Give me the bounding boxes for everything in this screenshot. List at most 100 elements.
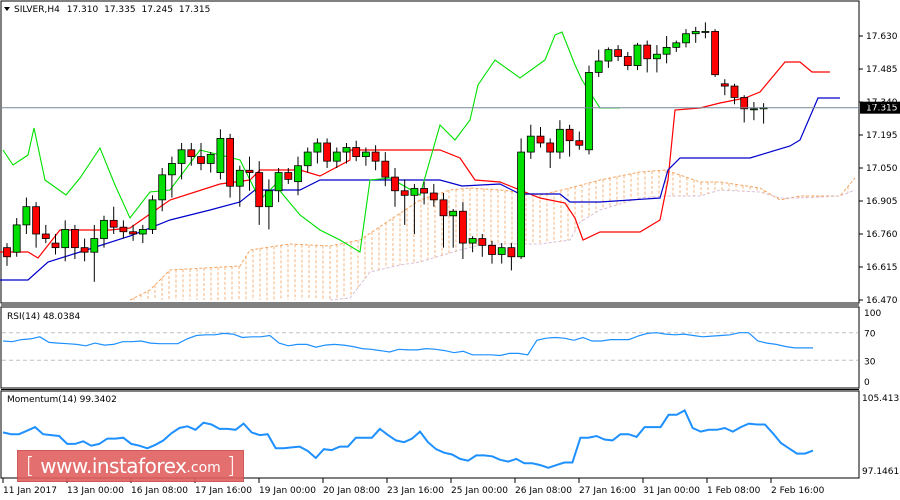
candle: [332, 151, 341, 162]
candle: [274, 172, 283, 192]
candle: [22, 206, 31, 226]
candle: [264, 190, 273, 208]
watermark-bracket-left: [: [25, 453, 35, 479]
candle: [284, 172, 293, 180]
candle: [177, 149, 186, 164]
candle: [633, 44, 642, 66]
candle: [468, 238, 477, 244]
chart-title: SILVER,H4 17.310 17.335 17.245 17.315: [14, 5, 210, 15]
candle: [682, 33, 690, 44]
candle: [643, 44, 652, 60]
time-tick-label: 31 Jan 00:00: [643, 486, 700, 496]
candle: [51, 242, 60, 249]
candle: [740, 97, 749, 110]
candle: [458, 210, 467, 244]
rsi-tick-label: 0: [864, 378, 870, 388]
candle: [536, 135, 545, 144]
candle: [90, 238, 99, 253]
price-tick-label: 17.340: [866, 98, 898, 108]
time-tick-label: 26 Jan 08:00: [515, 486, 572, 496]
candle: [711, 31, 719, 76]
time-tick-label: 11 Jan 2017: [3, 486, 57, 496]
candle: [585, 72, 593, 151]
watermark-bracket-right: ]: [226, 453, 236, 479]
candle: [158, 174, 167, 201]
candle: [323, 142, 332, 162]
candle: [429, 192, 438, 201]
current-price-label: 17.315: [866, 104, 898, 114]
time-tick-label: 1 Feb 08:00: [707, 486, 761, 496]
time-tick-label: 19 Jan 00:00: [259, 486, 316, 496]
candle: [439, 199, 448, 217]
candle: [662, 46, 671, 55]
momentum-title: Momentum(14) 99.3402: [7, 395, 117, 405]
rsi-tick-label: 100: [864, 309, 881, 319]
price-tick-label: 17.485: [866, 65, 898, 75]
candle: [546, 142, 555, 153]
candle: [653, 53, 661, 60]
candle: [575, 140, 584, 146]
candle: [313, 142, 322, 153]
price-tick-label: 16.905: [866, 197, 898, 207]
candle: [197, 156, 205, 164]
price-tick-label: 16.470: [866, 296, 898, 306]
candle: [691, 31, 700, 35]
price-tick-label: 17.195: [866, 131, 898, 141]
candle: [391, 176, 399, 192]
watermark-suffix: .com: [186, 460, 221, 476]
candle: [381, 160, 390, 178]
current-price-badge: [860, 101, 900, 114]
candle: [352, 147, 361, 158]
candle: [400, 190, 409, 196]
candle: [420, 188, 429, 194]
rsi-tick-label: 30: [864, 357, 876, 367]
candle: [80, 247, 89, 253]
candle: [410, 188, 419, 196]
candle: [129, 231, 138, 235]
time-tick-label: 27 Jan 16:00: [579, 486, 636, 496]
candle: [720, 83, 729, 87]
candle: [187, 149, 196, 158]
candle: [750, 108, 758, 111]
instaforex-watermark[interactable]: [ www.instaforex .com ]: [17, 450, 244, 482]
time-tick-label: 23 Jan 16:00: [387, 486, 444, 496]
momentum-panel: 105.4133 97.1461: [2, 394, 900, 477]
rsi-tick-label: 70: [864, 330, 876, 340]
candle: [206, 153, 215, 164]
candle: [565, 128, 574, 142]
candle: [100, 219, 108, 239]
candle: [604, 49, 613, 62]
candle: [294, 165, 302, 183]
candle: [32, 206, 40, 235]
candle: [614, 49, 622, 57]
candle: [507, 247, 516, 258]
candle: [449, 210, 458, 217]
candle: [517, 151, 525, 258]
candle: [488, 244, 496, 255]
candle: [71, 229, 79, 249]
candle: [235, 169, 244, 187]
candle: [148, 199, 157, 230]
collapse-triangle-icon[interactable]: [4, 7, 10, 11]
candle: [478, 238, 487, 246]
candle: [672, 42, 681, 48]
price-tick-label: 16.760: [866, 230, 898, 240]
candle: [361, 151, 370, 158]
candle: [303, 151, 312, 167]
time-tick-label: 13 Jan 00:00: [67, 486, 124, 496]
candle: [526, 135, 535, 153]
time-axis: 11 Jan 2017 13 Jan 00:00 16 Jan 08:00 17 Ja…: [2, 478, 825, 496]
candle: [623, 56, 632, 66]
candle: [12, 224, 21, 253]
candle: [497, 247, 506, 255]
candle: [138, 229, 147, 235]
candle: [109, 219, 118, 228]
candle: [556, 128, 564, 153]
candle: [226, 138, 235, 187]
price-tick-label: 16.615: [866, 263, 898, 273]
candle: [3, 247, 11, 258]
time-tick-label: 20 Jan 08:00: [323, 486, 380, 496]
time-tick-label: 17 Jan 16:00: [195, 486, 252, 496]
watermark-text: www.instaforex: [40, 454, 187, 478]
